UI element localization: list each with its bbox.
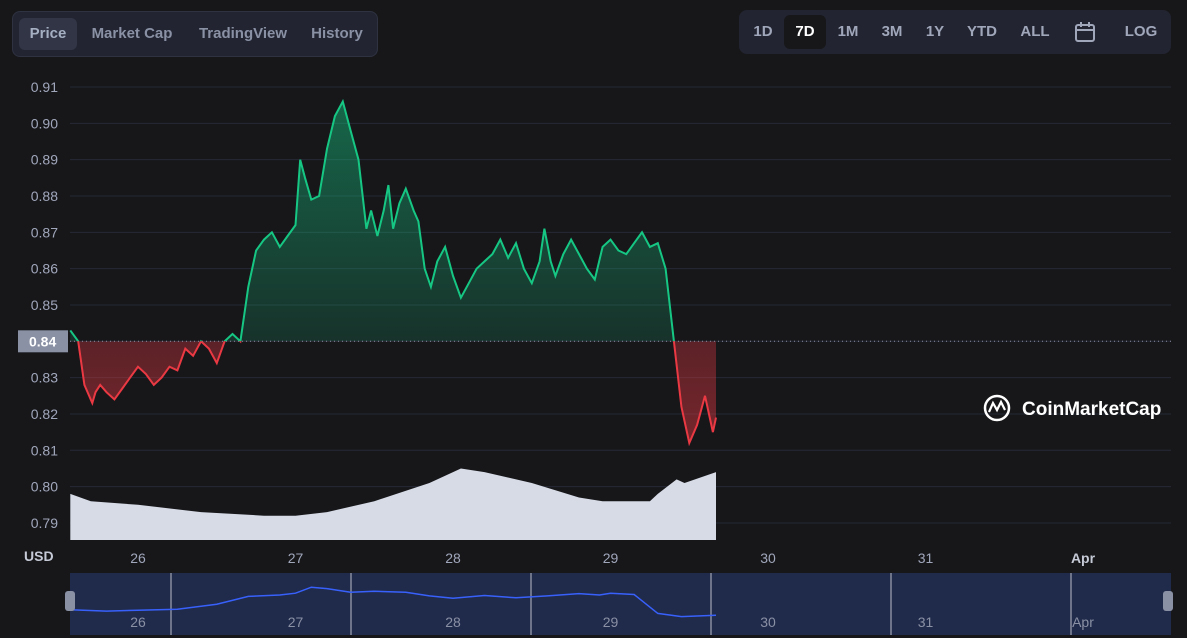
range-selector: 1D 7D 1M 3M 1Y YTD ALL LOG	[739, 10, 1171, 54]
x-tick-label: 30	[760, 550, 776, 566]
y-tick-label: 0.91	[31, 79, 58, 95]
navigator-background	[70, 573, 1171, 635]
navigator-tick-label: 29	[603, 614, 619, 630]
y-tick-label: 0.85	[31, 297, 58, 313]
navigator-right-handle[interactable]	[1163, 591, 1173, 611]
watermark-text: CoinMarketCap	[1022, 399, 1161, 420]
navigator-tick-label: 28	[445, 614, 461, 630]
y-tick-label: 0.90	[31, 115, 58, 131]
x-tick-label: 29	[603, 550, 619, 566]
volume-area	[70, 468, 717, 540]
x-tick-label: 27	[288, 550, 304, 566]
navigator-tick-label: 26	[130, 614, 146, 630]
range-1y-button[interactable]: 1Y	[925, 23, 945, 40]
range-1d-button[interactable]: 1D	[753, 23, 773, 40]
x-tick-label: 31	[918, 550, 934, 566]
tab-market-cap[interactable]: Market Cap	[91, 25, 173, 42]
x-axis: 26 27 28 29 30 31 Apr	[130, 550, 1095, 566]
y-tick-label: 0.89	[31, 152, 58, 168]
tab-price[interactable]: Price	[19, 18, 77, 50]
y-tick-label: 0.86	[31, 261, 58, 277]
range-3m-button[interactable]: 3M	[881, 23, 903, 40]
reference-price-label: 0.84	[29, 333, 56, 349]
y-tick-label: 0.80	[31, 479, 58, 495]
y-tick-label: 0.81	[31, 442, 58, 458]
calendar-icon[interactable]	[1074, 21, 1096, 43]
chart-tabs: Price Market Cap TradingView History	[12, 11, 378, 57]
x-tick-label: Apr	[1071, 550, 1096, 566]
log-scale-button[interactable]: LOG	[1124, 23, 1158, 40]
x-tick-label: 26	[130, 550, 146, 566]
price-area-down	[70, 341, 716, 443]
range-7d-button[interactable]: 7D	[784, 15, 826, 49]
range-all-button[interactable]: ALL	[1020, 23, 1050, 40]
tab-history[interactable]: History	[311, 25, 363, 42]
navigator-tick-label: Apr	[1072, 614, 1094, 630]
navigator-tick-label: 27	[288, 614, 304, 630]
navigator-tick-label: 31	[918, 614, 934, 630]
reference-price-badge: 0.84	[18, 330, 68, 353]
price-line-up	[69, 98, 675, 342]
x-tick-label: 28	[445, 550, 461, 566]
y-tick-label: 0.88	[31, 188, 58, 204]
price-area-up	[70, 101, 674, 342]
y-tick-label: 0.79	[31, 515, 58, 531]
coinmarketcap-logo: CoinMarketCap	[983, 394, 1161, 422]
y-tick-label: 0.83	[31, 370, 58, 386]
tab-tradingview[interactable]: TradingView	[198, 25, 288, 42]
navigator-tick-label: 30	[760, 614, 776, 630]
unit-label: USD	[24, 548, 54, 564]
y-tick-label: 0.87	[31, 224, 58, 240]
navigator-line	[70, 586, 717, 618]
y-tick-label: 0.82	[31, 406, 58, 422]
y-axis: 0.91 0.90 0.89 0.88 0.87 0.86 0.85 0.83 0.82 0.81…	[31, 79, 58, 531]
navigator-left-handle[interactable]	[65, 591, 75, 611]
navigator[interactable]: 26 27 28 29 30 31 Apr	[65, 573, 1173, 635]
range-ytd-button[interactable]: YTD	[967, 23, 997, 40]
range-1m-button[interactable]: 1M	[837, 23, 859, 40]
price-line-down	[76, 341, 717, 447]
